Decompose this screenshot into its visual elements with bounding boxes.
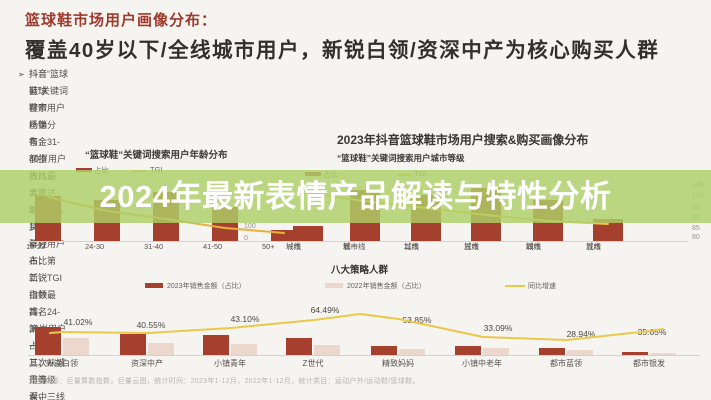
figure-title: 2023年抖音篮球鞋市场用户搜索&购买画像分布 [337,133,589,147]
bar [271,230,297,241]
axis-tick: 100 [244,223,256,230]
growth-value-label: 53.85% [402,315,432,325]
crowds-legend-growth-swatch [505,285,525,287]
crowds-legend-2023-swatch [145,283,163,288]
page-subtitle: 覆盖40岁以下/全线城市用户，新锐白领/资深中产为核心购买人群 [25,39,660,62]
crowd-category-label: Z世代 [302,359,324,368]
crowds-chart-title: 八大策略人群 [331,265,389,276]
crowd-category-label: 小镇中老年 [462,359,502,368]
bar-2022 [231,344,257,355]
growth-value-label: 64.49% [310,305,340,315]
axis-tick: 80 [692,234,700,241]
axis-tick: 85 [692,225,700,232]
age-chart-title: “篮球鞋”关键词搜索用户年龄分布 [85,150,228,161]
bar-2023 [286,338,312,355]
crowd-category-label: 精致妈妈 [382,359,414,368]
crowd-category-label: 小镇青年 [214,359,246,368]
promo-banner-text: 2024年最新表情产品解读与特性分析 [99,179,612,214]
growth-value-label: 43.10% [230,314,260,324]
growth-value-label: 40.55% [136,320,166,330]
bar-2022 [63,338,89,355]
bar-2023 [35,327,61,355]
bar-2022 [567,350,593,355]
promo-banner-overlay: 2024年最新表情产品解读与特性分析 [0,170,711,223]
axis-baseline [28,241,304,242]
axis-tick: 0 [244,235,248,242]
bar-2023 [455,346,481,355]
crowd-category-label: 资深中产 [131,359,163,368]
bar-2022 [314,345,340,355]
axis-baseline [28,355,700,356]
crowds-legend-2023-label: 2023年销售金额（占比） [167,283,246,290]
age-legend-line-label: TGI [150,165,163,174]
city-chart-title: “篮球鞋”关键词搜索用户城市等级 [337,153,465,163]
crowd-category-label: 都市蓝领 [550,359,582,368]
crowds-legend-growth-label: 同比增速 [528,283,556,290]
growth-value-label: 28.94% [566,329,596,339]
growth-value-label: 35.65% [637,327,667,337]
bar-2022 [483,348,509,355]
bar-2023 [203,335,229,355]
growth-value-label: 41.02% [63,317,93,327]
bar-2023 [539,348,565,355]
bar-2022 [399,349,425,355]
bar-2023 [371,346,397,355]
bullet-arrow-icon: ➢ [18,70,25,79]
page-title: 篮球鞋市场用户画像分布： [25,12,218,29]
bar-2022 [148,343,174,355]
crowd-category-label: 都市银发 [633,359,665,368]
axis-baseline [292,241,688,242]
bar-2022 [650,353,676,355]
bar [293,226,323,241]
growth-value-label: 33.09% [483,323,513,333]
bar-2023 [622,352,648,355]
crowds-legend-2022-swatch [325,283,343,288]
bullet-arrow-icon: ➢ [18,70,25,79]
crowds-legend-2022-label: 2022年销售金额（占比） [347,283,426,290]
data-source-note: 数据来源：巨量算数指数，巨量云图，统计时间：2023年1-12月，2022年1-… [30,378,420,385]
crowd-category-label: 新锐白领 [46,359,78,368]
bar-2023 [120,334,146,355]
